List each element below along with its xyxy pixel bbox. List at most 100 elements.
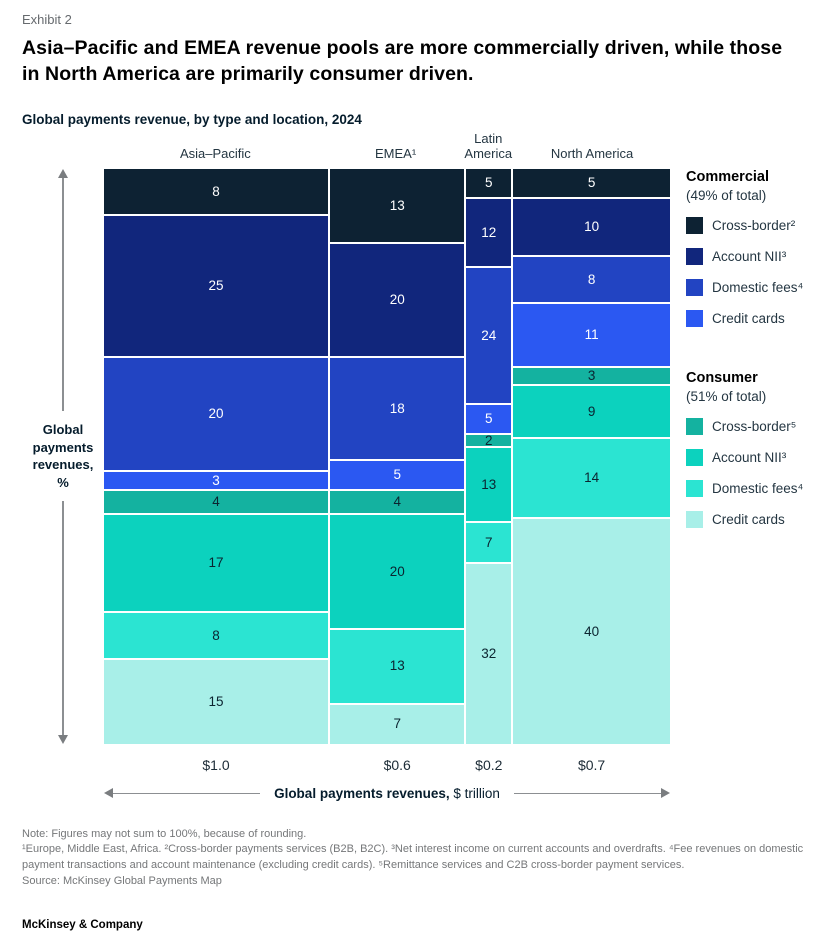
y-axis: Global payments revenues,% [22, 129, 104, 801]
chart-segment: 5 [513, 168, 670, 197]
legend-label: Domestic fees⁴ [712, 279, 804, 295]
legend-item: Account NII³ [686, 247, 815, 265]
x-axis-label-regular: $ trillion [453, 785, 500, 801]
arrow-down-icon [58, 734, 68, 744]
legend-items-commercial: Cross-border² Account NII³ Domestic fees⁴ C… [686, 216, 815, 327]
legend-items-consumer: Cross-border⁵ Account NII³ Domestic fees⁴ C… [686, 417, 815, 528]
chart-column: 8 25 20 3 4 17 8 15 [104, 168, 328, 744]
arrow-right-icon [661, 788, 670, 799]
chart-segment: 24 [466, 268, 512, 403]
legend-swatch-icon [686, 309, 703, 327]
y-axis-label: Global payments revenues,% [32, 422, 94, 490]
column-revenue-label: $1.0 [202, 756, 230, 773]
legend-swatch-icon [686, 448, 703, 466]
chart-segment: 7 [466, 523, 512, 563]
legend-item: Credit cards [686, 309, 815, 327]
legend-subtitle-commercial: (49% of total) [686, 187, 767, 203]
page-title: Asia–Pacific and EMEA revenue pools are … [22, 37, 783, 85]
legend-swatch-icon [686, 278, 703, 296]
note-line: Note: Figures may not sum to 100%, becau… [22, 827, 307, 840]
chart-column: 5 12 24 5 2 13 7 32 [466, 168, 512, 744]
chart-segment: 3 [104, 472, 328, 489]
chart-segment: 12 [466, 198, 512, 267]
legend-item: Cross-border⁵ [686, 417, 815, 435]
chart-column: 5 10 8 11 3 9 14 40 [513, 168, 670, 744]
legend-label: Account NII³ [712, 449, 787, 465]
legend-group-consumer: Consumer (51% of total) Cross-border⁵ Acc… [686, 370, 815, 528]
legend-label: Credit cards [712, 310, 785, 326]
legend-title-consumer: Consumer [686, 369, 758, 386]
legend-item: Domestic fees⁴ [686, 479, 815, 497]
chart-segment: 5 [330, 460, 465, 490]
legend-swatch-icon [686, 417, 703, 435]
chart-segment: 15 [104, 659, 328, 744]
legend: Commercial (49% of total) Cross-border² A… [670, 129, 815, 801]
chart-segment: 13 [466, 448, 512, 522]
plot: Asia–Pacific EMEA¹ Latin America North Amer… [104, 129, 670, 801]
chart-segment: 5 [466, 404, 512, 433]
legend-item: Domestic fees⁴ [686, 278, 815, 296]
chart-segment: 18 [330, 357, 465, 459]
chart-segment: 4 [104, 491, 328, 514]
chart-segment: 10 [513, 198, 670, 255]
column-revenue-label: $0.6 [383, 756, 411, 773]
x-axis: Global payments revenues, $ trillion [104, 786, 670, 801]
legend-item: Account NII³ [686, 448, 815, 466]
chart-segment: 17 [104, 515, 328, 611]
footnotes-line: ¹Europe, Middle East, Africa. ²Cross-bor… [22, 843, 804, 872]
chart-segment: 9 [513, 386, 670, 437]
y-axis-line-top [62, 177, 64, 412]
x-axis-line-left [113, 792, 261, 795]
legend-title-commercial: Commercial [686, 168, 770, 185]
chart-segment: 3 [513, 367, 670, 385]
legend-group-commercial: Commercial (49% of total) Cross-border² A… [686, 169, 815, 327]
legend-label: Cross-border² [712, 217, 796, 233]
legend-swatch-icon [686, 510, 703, 528]
column-header: Asia–Pacific [179, 145, 251, 161]
chart-segment: 20 [104, 357, 328, 471]
chart-segment: 40 [513, 519, 670, 744]
revenue-labels-row: $1.0 $0.6 $0.2 $0.7 [104, 757, 670, 773]
chart-segment: 2 [466, 433, 512, 447]
arrow-left-icon [104, 788, 113, 799]
column-revenue-label: $0.2 [475, 756, 503, 773]
chart-subtitle: Global payments revenue, by type and loc… [22, 111, 362, 127]
brand-logo: McKinsey & Company [22, 919, 143, 932]
x-axis-line-right [513, 792, 661, 795]
source-line: Source: McKinsey Global Payments Map [22, 874, 222, 887]
legend-label: Domestic fees⁴ [712, 480, 804, 496]
legend-label: Credit cards [712, 511, 785, 527]
column-headers: Asia–Pacific EMEA¹ Latin America North Amer… [104, 129, 670, 169]
legend-label: Account NII³ [712, 248, 787, 264]
chart-segment: 8 [104, 612, 328, 658]
legend-swatch-icon [686, 247, 703, 265]
chart-segment: 8 [104, 168, 328, 214]
y-axis-line-bottom [62, 501, 64, 735]
legend-item: Credit cards [686, 510, 815, 528]
chart-segment: 25 [104, 215, 328, 356]
mosaic-chart: 8 25 20 3 4 17 8 15 13 20 18 5 4 20 13 7 5 12 24 5 2 13 7 32 5 10… [104, 168, 670, 744]
y-axis-arrow: Global payments revenues,% [22, 168, 104, 744]
legend-swatch-icon [686, 479, 703, 497]
column-header: Latin America [464, 130, 513, 161]
chart-segment: 7 [330, 704, 465, 744]
legend-label: Cross-border⁵ [712, 418, 797, 434]
legend-swatch-icon [686, 216, 703, 234]
chart-segment: 20 [330, 243, 465, 356]
column-revenue-label: $0.7 [577, 756, 606, 773]
exhibit-label: Exhibit 2 [22, 12, 72, 27]
chart-segment: 14 [513, 438, 670, 518]
column-header: EMEA¹ [374, 145, 417, 161]
legend-subtitle-consumer: (51% of total) [686, 388, 767, 404]
chart-segment: 11 [513, 303, 670, 366]
chart-segment: 20 [330, 515, 465, 628]
x-axis-label: Global payments revenues, $ trillion [260, 786, 514, 801]
x-axis-label-bold: Global payments revenues, [274, 785, 450, 801]
chart-segment: 8 [513, 256, 670, 302]
arrow-up-icon [58, 168, 68, 178]
chart-segment: 13 [330, 168, 465, 242]
chart-segment: 4 [330, 491, 465, 514]
chart-column: 13 20 18 5 4 20 13 7 [330, 168, 465, 744]
chart-segment: 32 [466, 564, 512, 744]
